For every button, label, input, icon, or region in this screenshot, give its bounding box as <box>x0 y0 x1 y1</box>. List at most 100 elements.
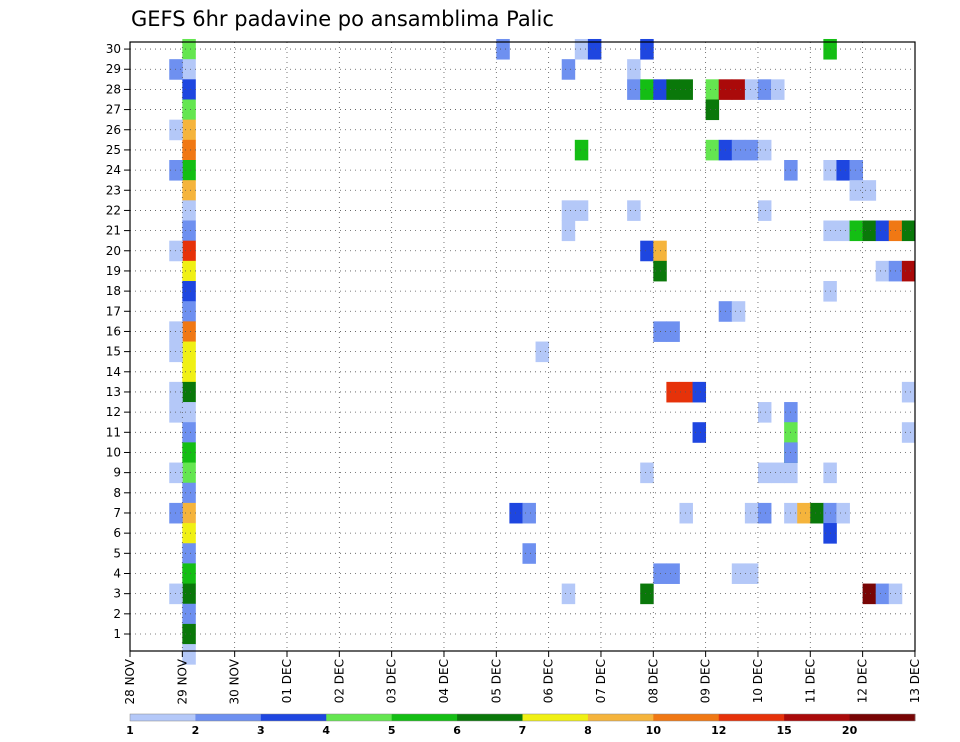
colorbar-swatch <box>522 714 589 721</box>
x-tick-label: 01 DEC <box>280 659 294 703</box>
y-tick-label: 4 <box>113 566 121 580</box>
heatmap-cell <box>692 381 707 403</box>
heatmap-cell <box>182 381 196 403</box>
heatmap-cell <box>731 79 746 100</box>
y-tick-label: 24 <box>106 163 121 177</box>
heatmap-cell <box>901 422 916 443</box>
x-tick-label: 03 DEC <box>385 659 399 703</box>
y-tick-label: 18 <box>106 284 121 298</box>
heatmap-cell <box>509 502 523 524</box>
heatmap-cell <box>627 200 641 221</box>
heatmap-cell <box>810 502 824 524</box>
y-tick-label: 20 <box>106 244 121 258</box>
colorbar-label: 3 <box>257 724 265 737</box>
y-tick-label: 13 <box>106 385 121 399</box>
heatmap-cell <box>757 79 772 100</box>
y-tick-label: 16 <box>106 324 121 338</box>
plot-frame <box>129 41 916 652</box>
heatmap-cell <box>574 200 589 221</box>
heatmap-cell <box>875 583 890 605</box>
y-tick-label: 8 <box>113 486 121 500</box>
colorbar-swatch <box>587 714 654 721</box>
heatmap-cell <box>182 583 196 605</box>
heatmap-cell <box>574 38 589 60</box>
heatmap-cell <box>666 79 680 100</box>
heatmap-cell <box>875 220 890 242</box>
heatmap-cell <box>182 260 196 282</box>
y-tick-label: 11 <box>106 425 121 439</box>
heatmap-cell <box>744 139 759 161</box>
y-tick-label: 14 <box>106 365 121 379</box>
heatmap-cell <box>862 180 877 201</box>
y-tick-label: 27 <box>106 103 121 117</box>
heatmap-cell <box>182 361 196 383</box>
x-tick-label: 11 DEC <box>803 659 817 703</box>
colorbar-label: 20 <box>842 724 858 737</box>
heatmap-cell <box>692 422 707 443</box>
heatmap-cell <box>182 38 196 60</box>
heatmap-cell <box>836 160 850 181</box>
heatmap-cell <box>744 79 759 100</box>
chart-title: GEFS 6hr padavine po ansamblima Palic <box>131 7 554 31</box>
colorbar-label: 7 <box>519 724 527 737</box>
heatmap-cell <box>182 623 196 645</box>
heatmap-cell <box>182 160 196 181</box>
heatmap-cell <box>705 99 720 121</box>
heatmap-cell <box>640 240 654 262</box>
heatmap-cell <box>757 462 772 484</box>
heatmap-cell <box>587 38 602 60</box>
colorbar-swatch <box>784 714 850 721</box>
heatmap-cell <box>182 220 196 242</box>
heatmap-cell <box>182 119 196 141</box>
x-tick-label: 12 DEC <box>856 659 870 703</box>
colorbar-label: 4 <box>322 724 330 737</box>
heatmap-cell <box>679 502 693 524</box>
heatmap-cell <box>757 402 772 423</box>
y-tick-label: 3 <box>113 587 121 601</box>
heatmap-cell <box>640 583 654 605</box>
heatmap-cell <box>182 321 196 342</box>
colorbar-label: 5 <box>388 724 396 737</box>
heatmap-cell <box>182 523 196 544</box>
heatmap-cell <box>182 422 196 443</box>
y-tick-label: 6 <box>113 526 121 540</box>
heatmap-cell <box>182 644 196 665</box>
colorbar-label: 12 <box>711 724 726 737</box>
heatmap-cells <box>169 38 916 665</box>
heatmap-cell <box>496 38 510 60</box>
colorbar-label: 6 <box>453 724 461 737</box>
heatmap-cell <box>666 563 680 584</box>
heatmap-cell <box>744 502 759 524</box>
y-tick-label: 29 <box>106 62 121 76</box>
heatmap-cell <box>522 502 536 524</box>
heatmap-cell <box>862 220 877 242</box>
y-tick-label: 28 <box>106 82 121 96</box>
x-tick-label: 02 DEC <box>332 659 346 703</box>
y-tick-label: 2 <box>113 607 121 621</box>
heatmap-cell <box>757 139 772 161</box>
heatmap-cell <box>771 79 785 100</box>
colorbar-swatch <box>391 714 458 721</box>
x-tick-label: 09 DEC <box>699 659 713 703</box>
y-tick-label: 23 <box>106 183 121 197</box>
heatmap-cell <box>640 462 654 484</box>
heatmap-cell <box>627 59 641 80</box>
heatmap-cell <box>182 543 196 564</box>
heatmap-cell <box>182 200 196 221</box>
heatmap-cell <box>849 180 864 201</box>
x-tick-label: 08 DEC <box>646 659 660 703</box>
x-tick-label: 10 DEC <box>751 659 765 703</box>
heatmap-cell <box>182 99 196 121</box>
heatmap-cell <box>836 220 850 242</box>
heatmap-cell <box>574 139 589 161</box>
y-tick-label: 26 <box>106 123 121 137</box>
heatmap-cell <box>182 462 196 484</box>
y-tick-label: 22 <box>106 203 121 217</box>
heatmap-cell <box>522 543 536 564</box>
colorbar-label: 2 <box>192 724 200 737</box>
heatmap-cell <box>182 563 196 584</box>
heatmap-cell <box>731 139 746 161</box>
heatmap-cell <box>182 240 196 262</box>
heatmap-cell <box>182 59 196 80</box>
